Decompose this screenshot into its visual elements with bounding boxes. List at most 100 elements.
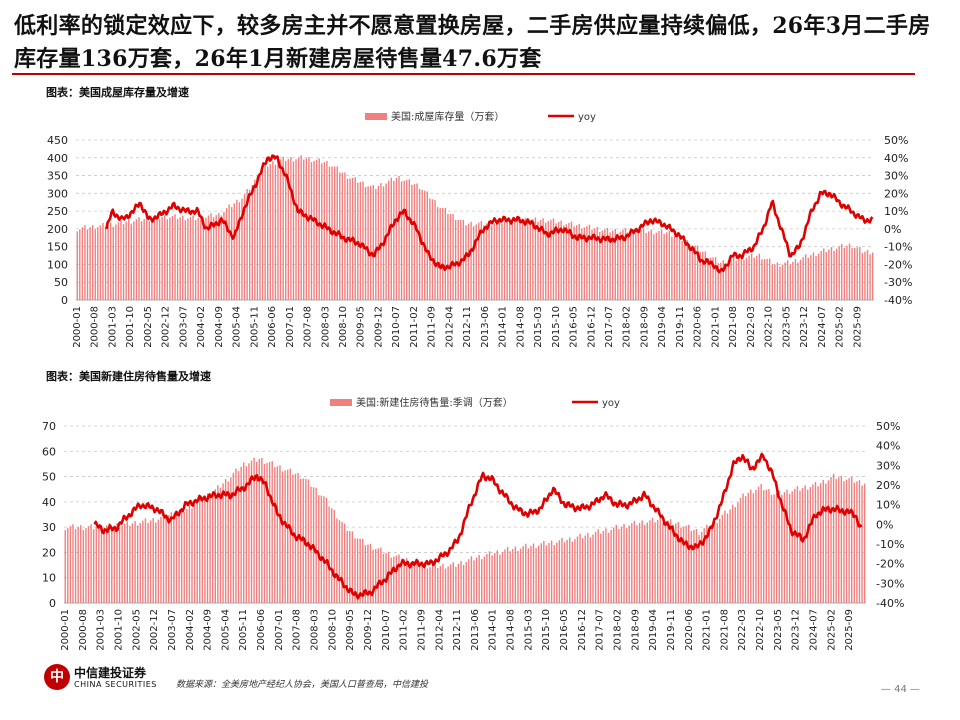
inventory-bar bbox=[315, 487, 317, 603]
inventory-bar bbox=[120, 220, 122, 300]
inventory-bar bbox=[856, 247, 858, 300]
x-tick-label: 2002-05 bbox=[131, 609, 142, 651]
inventory-bar bbox=[840, 475, 843, 603]
y-right-tick-label: -30% bbox=[876, 577, 904, 590]
inventory-bar bbox=[597, 529, 599, 603]
inventory-bar bbox=[810, 255, 812, 300]
inventory-bar bbox=[644, 524, 646, 603]
inventory-bar bbox=[662, 523, 664, 603]
inventory-bar bbox=[207, 215, 210, 300]
page-number: — 44 — bbox=[880, 684, 920, 695]
inventory-bar bbox=[144, 518, 147, 603]
inventory-bar bbox=[871, 252, 874, 300]
inventory-bar bbox=[235, 468, 237, 603]
inventory-bar bbox=[457, 219, 459, 300]
inventory-bar bbox=[452, 562, 455, 603]
inventory-bar bbox=[637, 231, 640, 300]
legend-bar-label: 美国:新建住房待售量:季调（万套） bbox=[356, 396, 513, 409]
legend-bar-label: 美国:成屋库存量（万套） bbox=[391, 110, 504, 123]
inventory-bar bbox=[693, 529, 695, 603]
inventory-bar bbox=[263, 463, 266, 603]
inventory-bar bbox=[863, 483, 866, 603]
x-tick-label: 2015-03 bbox=[523, 609, 534, 651]
x-tick-label: 2021-08 bbox=[728, 306, 739, 348]
inventory-bar bbox=[169, 217, 171, 300]
inventory-bar bbox=[364, 545, 367, 603]
inventory-bar bbox=[349, 531, 351, 603]
inventory-bar bbox=[553, 545, 555, 603]
inventory-bar bbox=[321, 163, 323, 300]
x-tick-label: 2008-10 bbox=[327, 609, 338, 651]
inventory-bar bbox=[726, 513, 729, 603]
inventory-bar bbox=[786, 260, 789, 300]
x-tick-label: 2017-07 bbox=[595, 609, 606, 651]
inventory-bar bbox=[614, 228, 616, 300]
inventory-bar bbox=[343, 523, 346, 603]
inventory-bar bbox=[251, 184, 253, 300]
inventory-bar bbox=[560, 220, 562, 300]
inventory-bar bbox=[668, 230, 670, 300]
x-tick-label: 2021-01 bbox=[702, 609, 713, 651]
inventory-bar bbox=[250, 460, 253, 603]
inventory-bar bbox=[161, 217, 163, 300]
y-right-tick-label: -40% bbox=[884, 294, 912, 307]
inventory-bar bbox=[592, 534, 594, 603]
inventory-bar bbox=[436, 207, 439, 300]
x-tick-label: 2008-03 bbox=[320, 306, 331, 348]
inventory-bar bbox=[94, 229, 96, 300]
inventory-bar bbox=[529, 220, 531, 300]
inventory-bar bbox=[712, 257, 714, 300]
inventory-bar bbox=[817, 486, 819, 603]
inventory-bar bbox=[282, 156, 284, 300]
inventory-bar bbox=[124, 523, 126, 603]
inventory-bar bbox=[166, 219, 169, 300]
x-tick-label: 2007-01 bbox=[285, 306, 296, 348]
inventory-bar bbox=[509, 551, 511, 603]
x-tick-label: 2002-12 bbox=[149, 609, 160, 651]
inventory-bar bbox=[830, 247, 833, 300]
x-tick-label: 2022-03 bbox=[737, 609, 748, 651]
inventory-bar bbox=[395, 178, 398, 300]
inventory-bar bbox=[429, 567, 431, 603]
inventory-bar bbox=[788, 493, 791, 603]
inventory-bar bbox=[684, 240, 686, 300]
inventory-bar bbox=[398, 175, 400, 300]
inventory-bar bbox=[499, 554, 501, 603]
y-right-tick-label: 20% bbox=[884, 187, 908, 200]
legend-line-label: yoy bbox=[578, 112, 596, 123]
inventory-bar bbox=[698, 535, 700, 603]
inventory-bar bbox=[237, 471, 240, 603]
inventory-bar bbox=[82, 530, 85, 603]
inventory-bar bbox=[220, 215, 223, 300]
inventory-bar bbox=[134, 520, 136, 603]
inventory-bar bbox=[511, 221, 513, 300]
inventory-bar bbox=[859, 247, 861, 300]
inventory-bar bbox=[173, 516, 175, 603]
inventory-bar bbox=[380, 183, 382, 300]
inventory-bar bbox=[158, 219, 161, 300]
inventory-bar bbox=[369, 185, 372, 300]
inventory-bar bbox=[341, 521, 343, 603]
inventory-bar bbox=[846, 245, 848, 300]
inventory-bar bbox=[398, 554, 400, 603]
x-tick-label: 2000-01 bbox=[72, 306, 83, 348]
inventory-bar bbox=[664, 521, 667, 603]
inventory-bar bbox=[625, 528, 628, 603]
inventory-bar bbox=[287, 469, 289, 603]
inventory-bar bbox=[508, 223, 511, 300]
inventory-bar bbox=[80, 525, 82, 603]
brand-name-en: CHINA SECURITIES bbox=[74, 680, 157, 689]
inventory-bar bbox=[711, 524, 713, 603]
inventory-bar bbox=[845, 479, 848, 603]
y-left-tick-label: 60 bbox=[42, 445, 56, 458]
y-right-tick-label: -30% bbox=[884, 276, 912, 289]
inventory-bar bbox=[434, 563, 436, 603]
inventory-bar bbox=[493, 223, 495, 300]
inventory-bar bbox=[851, 248, 853, 300]
inventory-bar bbox=[81, 227, 84, 300]
inventory-bar bbox=[493, 552, 496, 603]
inventory-bar bbox=[98, 524, 100, 603]
inventory-bar bbox=[90, 524, 92, 603]
inventory-bar bbox=[667, 520, 669, 603]
x-tick-label: 2024-07 bbox=[809, 609, 820, 651]
